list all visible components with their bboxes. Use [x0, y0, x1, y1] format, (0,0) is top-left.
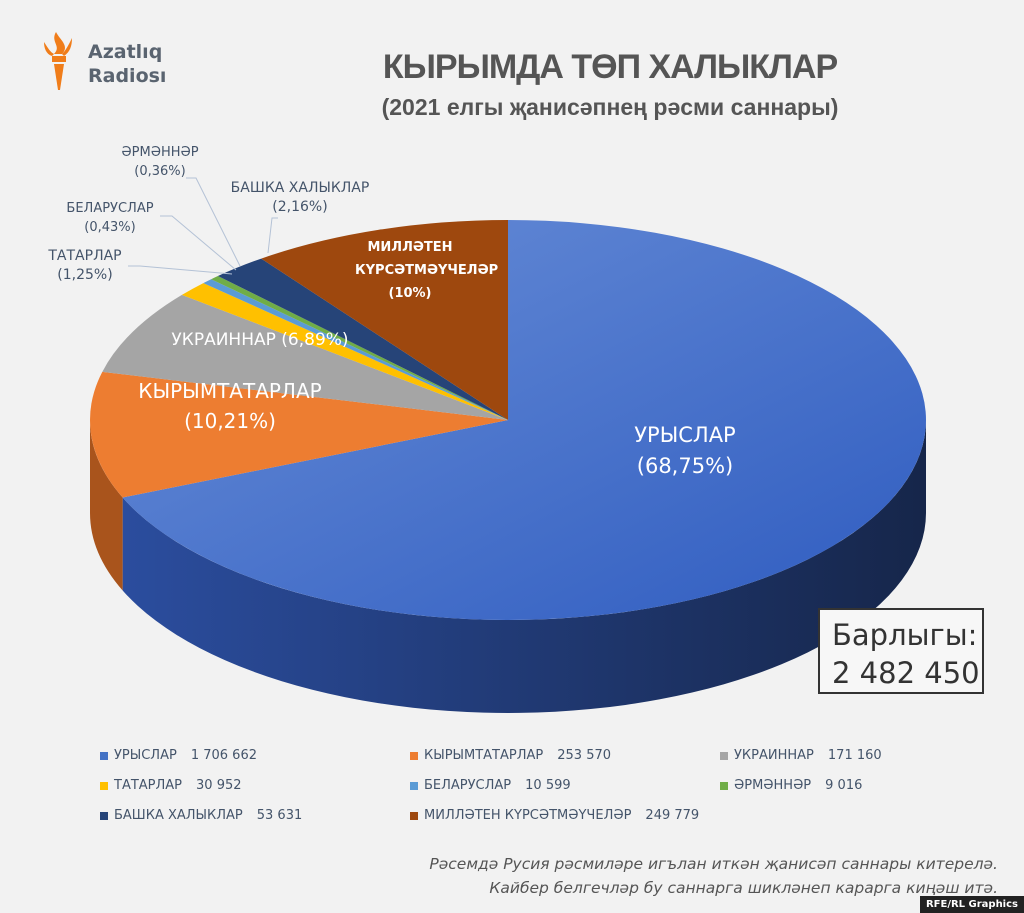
legend-value: 30 952 — [196, 778, 242, 793]
label-belaruslar-pct: (0,43%) — [84, 220, 136, 235]
legend-label: ӘРМӘННӘР — [734, 778, 812, 793]
legend-swatch — [410, 751, 418, 760]
legend-label: МИЛЛӘТЕН КҮРСӘТМӘҮЧЕЛӘР — [424, 808, 632, 823]
label-belaruslar: БЕЛАРУСЛАР (0,43%) — [50, 199, 170, 237]
legend-label: КЫРЫМТАТАРЛАР — [424, 748, 544, 763]
legend-value: 253 570 — [557, 748, 612, 763]
label-uryslar-name: УРЫСЛАР — [634, 423, 736, 447]
legend-value: 171 160 — [827, 748, 882, 763]
footnote: Рәсемдә Русия рәсмиләре игълан иткән җан… — [429, 852, 998, 900]
label-tatarlar-name: ТАТАРЛАР — [48, 248, 122, 264]
legend-label: БЕЛАРУСЛАР — [424, 778, 512, 793]
leader-line-tatarlar — [128, 265, 233, 275]
label-kyrymtatarlar: КЫРЫМТАТАРЛАР (10,21%) — [110, 376, 350, 436]
footnote-line2: Кайбер белгечләр бу саннарга шикләнеп ка… — [489, 879, 998, 897]
total-box: Барлыгы: 2 482 450 — [818, 608, 984, 694]
pie-slice — [90, 371, 508, 498]
pie-slice — [122, 220, 926, 620]
pie-slice — [211, 276, 508, 420]
pie-slice-side — [122, 420, 926, 713]
legend-swatch — [720, 751, 728, 760]
pie-slice — [102, 294, 508, 420]
label-tatarlar-pct: (1,25%) — [57, 267, 113, 283]
pie-slice — [261, 220, 508, 420]
legend-value: 53 631 — [256, 808, 303, 823]
total-value: 2 482 450 — [832, 656, 980, 690]
label-ukrainnar-pct: (6,89%) — [281, 330, 349, 350]
logo — [42, 30, 82, 90]
label-millaten: МИЛЛӘТЕН КҮРСӘТМӘҮЧЕЛӘР (10%) — [330, 236, 499, 305]
legend-item: УКРАИННАР 171 160 — [720, 748, 882, 763]
chart-subtitle: (2021 елгы җанисәпнең рәсми саннары) — [381, 94, 839, 120]
total-label: Барлыгы: — [832, 618, 978, 652]
legend-item: ТАТАРЛАР 30 952 — [100, 778, 242, 793]
label-ukrainnar: УКРАИННАР (6,89%) — [140, 330, 380, 350]
credit: RFE/RL Graphics — [919, 896, 1024, 913]
leader-line-armennar — [186, 177, 241, 267]
legend-value: 10 599 — [525, 778, 571, 793]
legend-value: 1 706 662 — [190, 748, 257, 763]
leader-line-bashka — [267, 217, 278, 254]
legend-item: БАШКА ХАЛЫКЛАР 53 631 — [100, 808, 302, 823]
pie-slice — [203, 279, 508, 420]
legend-swatch — [410, 811, 418, 820]
label-bashka-pct: (2,16%) — [272, 199, 328, 215]
pie-slice — [217, 258, 508, 420]
legend-label: УКРАИННАР — [734, 748, 814, 763]
torch-icon — [44, 32, 72, 90]
legend-label: УРЫСЛАР — [114, 748, 177, 763]
label-uryslar: УРЫСЛАР (68,75%) — [585, 420, 785, 482]
legend-swatch — [100, 781, 108, 790]
legend-swatch — [100, 811, 108, 820]
legend-item: УРЫСЛАР 1 706 662 — [100, 748, 257, 763]
label-uryslar-pct: (68,75%) — [636, 454, 734, 478]
label-armennar-pct: (0,36%) — [134, 164, 186, 179]
legend-value: 9 016 — [825, 778, 863, 793]
footnote-line1: Рәсемдә Русия рәсмиләре игълан иткән җан… — [429, 855, 998, 873]
legend-swatch — [410, 781, 418, 790]
legend-value: 249 779 — [645, 808, 700, 823]
logo-line2: Radiosı — [88, 65, 167, 87]
pie-slice — [181, 283, 508, 420]
legend-item: КЫРЫМТАТАРЛАР 253 570 — [410, 748, 611, 763]
label-kyrymtatarlar-name: КЫРЫМТАТАРЛАР — [138, 379, 322, 403]
legend-label: ТАТАРЛАР — [114, 778, 183, 793]
legend-swatch — [100, 751, 108, 760]
legend-swatch — [720, 781, 728, 790]
label-millaten-name: МИЛЛӘТЕН КҮРСӘТМӘҮЧЕЛӘР — [355, 240, 499, 278]
logo-text: Azatlıq Radiosı — [88, 40, 166, 88]
label-ukrainnar-name: УКРАИННАР — [171, 330, 276, 350]
legend-item: МИЛЛӘТЕН КҮРСӘТМӘҮЧЕЛӘР 249 779 — [410, 808, 699, 823]
legend-item: ӘРМӘННӘР 9 016 — [720, 778, 862, 793]
pie-slice-side — [90, 420, 123, 591]
label-armennar: ӘРМӘННӘР (0,36%) — [100, 143, 220, 181]
label-bashka-name: БАШКА ХАЛЫКЛАР — [230, 180, 370, 196]
chart-title: КЫРЫМДА ТӨП ХАЛЫКЛАР — [382, 48, 838, 86]
legend-label: БАШКА ХАЛЫКЛАР — [114, 808, 243, 823]
label-armennar-name: ӘРМӘННӘР — [121, 145, 199, 160]
leader-line-belaruslar — [160, 215, 237, 271]
label-millaten-pct: (10%) — [388, 286, 432, 301]
label-kyrymtatarlar-pct: (10,21%) — [184, 409, 276, 433]
label-belaruslar-name: БЕЛАРУСЛАР — [66, 201, 154, 216]
label-bashka: БАШКА ХАЛЫКЛАР (2,16%) — [220, 179, 380, 217]
label-tatarlar: ТАТАРЛАР (1,25%) — [30, 247, 140, 285]
legend-item: БЕЛАРУСЛАР 10 599 — [410, 778, 571, 793]
logo-line1: Azatlıq — [88, 41, 163, 63]
